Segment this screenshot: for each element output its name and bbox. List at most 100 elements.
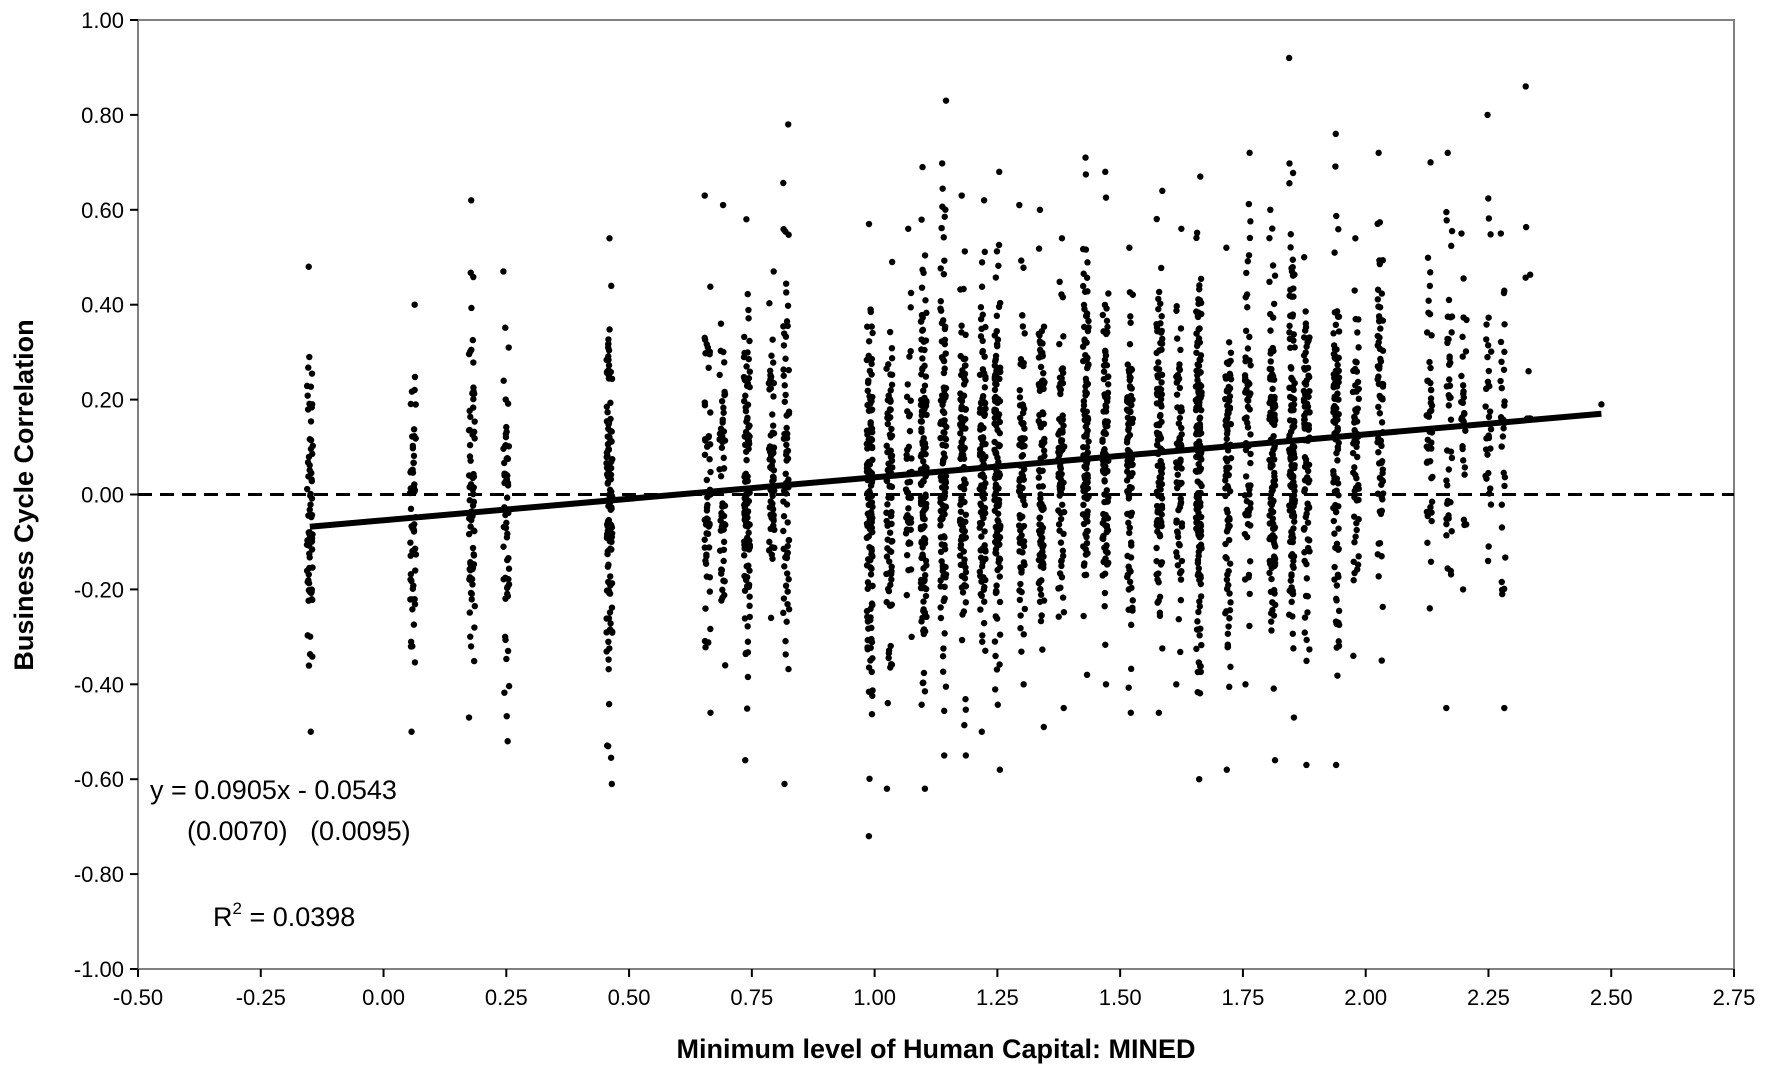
data-point [784,519,791,526]
data-point [1225,471,1232,479]
data-point [1040,723,1048,731]
data-point [465,530,473,538]
data-point [883,785,891,792]
data-point [907,347,914,355]
data-point [993,529,1001,536]
data-point [1196,465,1204,472]
data-point [1301,524,1308,532]
y-tick-labels: 1.00 0.80 0.60 0.40 0.20 0.00 -0.20 -0.40 -0.60 -… [74,8,124,982]
data-point [1198,391,1205,399]
data-point [1224,571,1231,578]
data-point [606,235,613,242]
data-point [1425,309,1432,316]
data-point [744,649,752,656]
data-point [1035,330,1043,338]
data-point [744,290,751,298]
data-point [1083,443,1091,451]
data-point [604,473,612,480]
data-point [942,206,949,213]
data-point [1193,229,1201,237]
data-point [1197,663,1204,670]
data-point [865,220,873,228]
data-point [1055,429,1063,437]
data-point [305,662,313,669]
data-point [1306,646,1313,653]
data-point [1286,180,1293,187]
data-point [937,397,945,404]
data-point [717,473,725,480]
data-point [991,420,998,427]
data-point [1156,612,1164,620]
data-point [996,766,1004,773]
data-point [783,554,791,562]
data-point [500,543,507,550]
data-point [1351,416,1359,423]
data-point [920,458,927,465]
data-point [1127,512,1135,519]
data-point [1374,220,1381,228]
data-point [996,598,1004,606]
data-point [941,534,948,541]
data-point [505,554,512,562]
data-point [746,521,753,528]
data-point [887,482,894,490]
data-point [1082,383,1089,390]
data-point [603,615,610,622]
data-point [1303,657,1310,665]
data-point [921,382,929,389]
data-point [919,509,926,516]
data-point [1058,573,1066,581]
data-point [1242,358,1249,365]
data-point [867,407,875,414]
data-point [1289,630,1296,637]
data-point [1287,231,1294,238]
data-point [721,662,729,669]
data-point [742,576,750,584]
data-point [1375,573,1382,580]
data-point [720,454,727,462]
data-point [1060,608,1068,616]
x-tick-label: 1.25 [976,985,1019,1010]
data-point [1244,520,1252,528]
data-point [1461,464,1469,471]
data-point [1195,309,1202,316]
data-point [978,482,985,489]
data-point [1353,368,1361,375]
data-point [466,497,473,504]
data-point [905,494,912,501]
data-point [1021,330,1028,337]
data-point [606,645,613,652]
data-point [1058,470,1065,478]
data-point [605,446,613,453]
data-point [1016,483,1023,490]
data-point [468,304,475,312]
data-point [942,442,950,449]
r-squared-r: R [213,902,233,932]
data-point [1335,607,1343,615]
data-point [868,355,876,363]
data-point [980,197,988,204]
data-point [994,426,1001,434]
data-point [1487,445,1494,452]
data-point [939,562,946,569]
data-point [1304,467,1312,475]
data-point [1197,625,1204,632]
data-point [1460,388,1467,395]
data-point [1443,217,1450,224]
data-point [922,450,929,458]
data-point [1021,501,1029,509]
data-point [1444,313,1452,320]
data-point [305,364,312,371]
data-point [1153,557,1160,565]
data-point [745,581,753,588]
data-point [785,121,792,128]
data-point [1334,424,1341,432]
data-point [1333,489,1340,496]
data-point [1124,361,1131,368]
data-point [1484,353,1491,361]
data-point [941,391,948,398]
data-point [1222,540,1229,548]
data-point [1288,268,1296,275]
data-point [1241,530,1249,538]
data-point [1102,194,1110,201]
